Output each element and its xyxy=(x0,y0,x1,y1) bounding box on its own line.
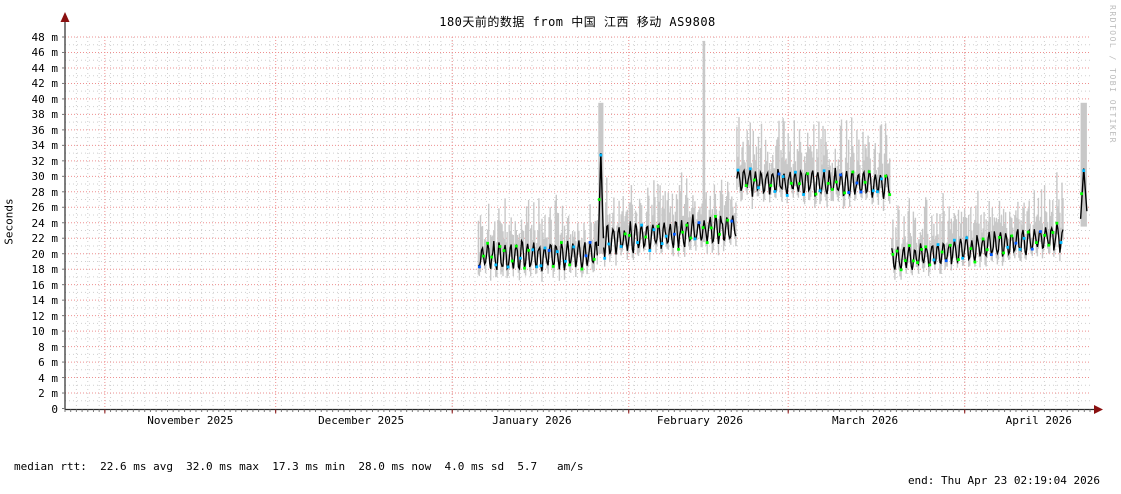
y-tick-label: 26 m xyxy=(31,201,59,215)
y-tick-label: 8 m xyxy=(38,340,58,354)
y-tick-label: 2 m xyxy=(38,387,58,401)
y-tick-label: 28 m xyxy=(31,185,59,199)
end-timestamp: end: Thu Apr 23 02:19:04 2026 xyxy=(907,474,1100,487)
y-tick-label: 22 m xyxy=(31,232,59,246)
chart-title: 180天前的数据 from 中国 江西 移动 AS9808 xyxy=(439,15,716,29)
legend: median rtt: 22.6 ms avg 32.0 ms max 17.3… xyxy=(14,432,584,494)
x-tick-label: February 2026 xyxy=(656,414,743,427)
y-tick-label: 14 m xyxy=(31,294,59,308)
x-tick-label: December 2025 xyxy=(318,414,405,427)
y-tick-label: 0 xyxy=(51,402,58,416)
y-tick-label: 44 m xyxy=(31,61,59,75)
median-rtt-stats: median rtt: 22.6 ms avg 32.0 ms max 17.3… xyxy=(14,460,584,473)
y-tick-label: 46 m xyxy=(31,46,59,60)
y-tick-label: 36 m xyxy=(31,123,59,137)
y-tick-label: 42 m xyxy=(31,77,59,91)
y-tick-label: 20 m xyxy=(31,247,59,261)
x-tick-label: January 2026 xyxy=(492,414,572,427)
y-tick-label: 16 m xyxy=(31,278,59,292)
y-tick-label: 30 m xyxy=(31,170,59,184)
y-tick-label: 24 m xyxy=(31,216,59,230)
x-tick-label: April 2026 xyxy=(1005,414,1072,427)
watermark: RRDTOOL / TOBI OETIKER xyxy=(1108,5,1117,144)
x-tick-label: November 2025 xyxy=(147,414,234,427)
y-tick-label: 38 m xyxy=(31,108,59,122)
y-tick-label: 40 m xyxy=(31,92,59,106)
y-tick-label: 48 m xyxy=(31,31,59,44)
y-tick-label: 18 m xyxy=(31,263,59,277)
y-tick-label: 32 m xyxy=(31,154,59,168)
y-tick-label: 4 m xyxy=(38,371,58,385)
y-tick-label: 10 m xyxy=(31,325,59,339)
x-tick-label: March 2026 xyxy=(831,414,899,427)
y-tick-label: 12 m xyxy=(31,309,59,323)
y-tick-label: 34 m xyxy=(31,139,59,153)
y-tick-label: 6 m xyxy=(38,356,58,370)
